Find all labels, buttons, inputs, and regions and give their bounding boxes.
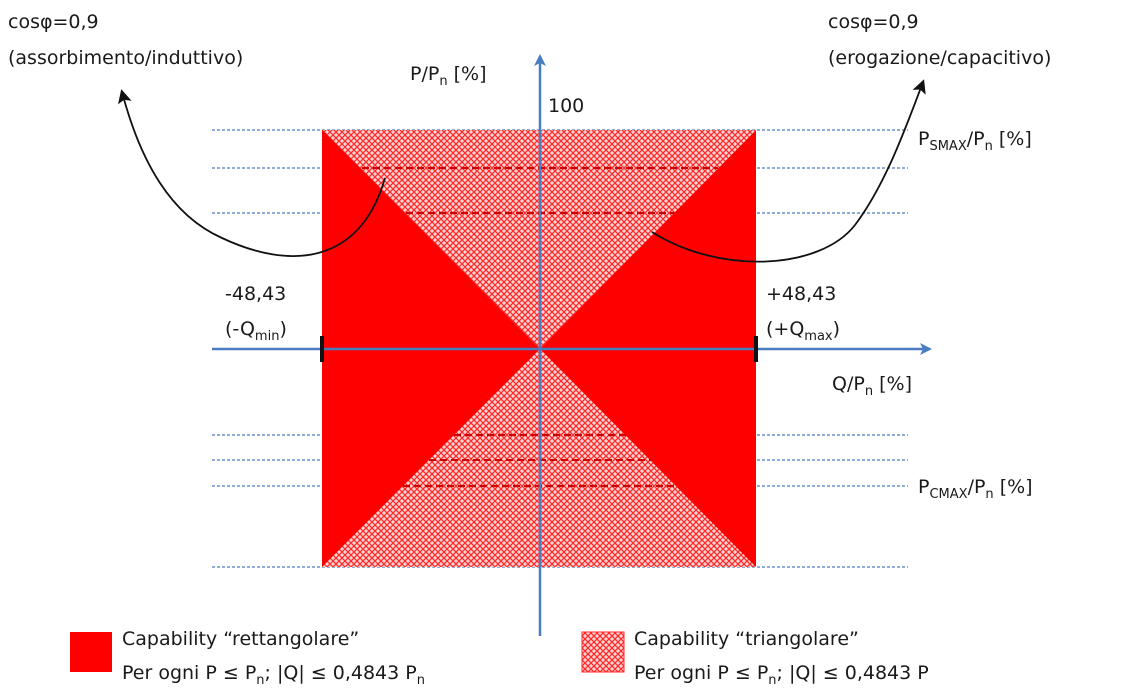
- legend-rect-description: Per ogni P ≤ Pn; |Q| ≤ 0,4843 Pn: [122, 662, 425, 688]
- legend-tri-title: Capability “triangolare”: [634, 628, 859, 650]
- p-axis-top-value: 100: [548, 95, 584, 117]
- qmax-value: +48,43: [766, 283, 836, 305]
- q-axis-label: Q/Pn [%]: [832, 373, 912, 399]
- qmin-value: -48,43: [225, 283, 286, 305]
- right-cos-description: (erogazione/capacitivo): [828, 47, 1051, 69]
- p-axis-label: P/Pn [%]: [410, 63, 487, 89]
- right-cos-label: cosφ=0,9: [828, 11, 919, 33]
- psmax-label: PSMAX/Pn [%]: [918, 128, 1032, 154]
- left-cos-label: cosφ=0,9: [8, 11, 99, 33]
- cos-induttivo-arrow: [118, 89, 386, 257]
- pcmax-label: PCMAX/Pn [%]: [918, 476, 1033, 502]
- qmin-label: (-Qmin): [225, 318, 287, 344]
- legend-rect-swatch: [70, 632, 112, 672]
- legend-tri-swatch: [581, 631, 625, 673]
- left-cos-description: (assorbimento/induttivo): [8, 47, 243, 69]
- legend-tri-description: Per ogni P ≤ Pn; |Q| ≤ 0,4843 P: [634, 662, 929, 688]
- legend-rect-title: Capability “rettangolare”: [122, 628, 359, 650]
- qmax-label: (+Qmax): [766, 318, 840, 344]
- cos-capacitivo-arrow: [651, 79, 926, 263]
